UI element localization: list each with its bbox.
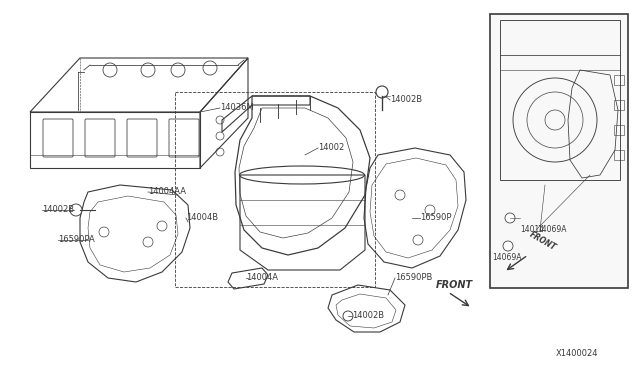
Text: FRONT: FRONT <box>528 230 558 252</box>
Bar <box>614 100 624 110</box>
Text: 16590PA: 16590PA <box>58 235 95 244</box>
Text: 14004A: 14004A <box>246 273 278 282</box>
Text: 14002B: 14002B <box>352 311 384 321</box>
Circle shape <box>376 86 388 98</box>
Text: 14004AA: 14004AA <box>148 187 186 196</box>
Circle shape <box>505 213 515 223</box>
Circle shape <box>343 311 353 321</box>
Text: 16590P: 16590P <box>420 214 451 222</box>
Text: 14002: 14002 <box>318 144 344 153</box>
Text: 14069A: 14069A <box>492 253 524 263</box>
Text: 14014: 14014 <box>520 225 544 234</box>
Text: 14002B: 14002B <box>390 96 422 105</box>
Text: 14069A: 14069A <box>537 225 566 234</box>
Circle shape <box>503 241 513 251</box>
Bar <box>614 125 624 135</box>
Text: 14002B: 14002B <box>42 205 74 215</box>
Text: 14069A: 14069A <box>538 225 570 234</box>
Circle shape <box>70 204 82 216</box>
Text: 14004B: 14004B <box>186 214 218 222</box>
Text: 14069A: 14069A <box>492 253 522 263</box>
Text: 16590PB: 16590PB <box>395 273 433 282</box>
Bar <box>614 150 624 160</box>
Text: 14036M: 14036M <box>220 103 253 112</box>
Bar <box>490 14 628 288</box>
Text: 14014: 14014 <box>520 225 547 234</box>
Text: X1400024: X1400024 <box>556 350 598 359</box>
Bar <box>614 75 624 85</box>
Text: FRONT: FRONT <box>436 280 473 290</box>
Bar <box>175 92 375 287</box>
